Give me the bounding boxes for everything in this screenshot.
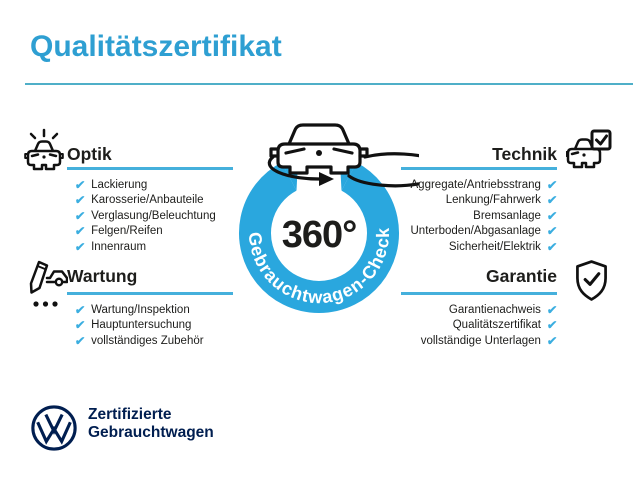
checklist-item: Garantienachweis ✔	[421, 302, 558, 318]
vw-logo	[31, 405, 77, 451]
checklist-item: Qualitätszertifikat ✔	[421, 318, 558, 334]
check-icon: ✔	[74, 177, 86, 192]
checklist-wartung: ✔ Wartung/Inspektion ✔ Hauptuntersuchung ✔ vo…	[74, 302, 204, 349]
checklist-item-label: Sicherheit/Elektrik	[448, 240, 541, 253]
checklist-item-label: Verglasung/Beleuchtung	[91, 209, 216, 222]
check-icon: ✔	[546, 239, 558, 254]
page-title: Qualitätszertifikat	[30, 30, 282, 63]
section-title-optik: Optik	[67, 144, 112, 164]
brand-line-1: Zertifizierte	[88, 406, 172, 423]
check-icon: ✔	[546, 193, 558, 208]
checklist-item-label: Unterboden/Abgasanlage	[410, 225, 541, 238]
checklist-item: ✔ Innenraum	[74, 239, 216, 255]
checklist-item-label: vollständige Unterlagen	[420, 334, 541, 347]
check-icon: ✔	[546, 224, 558, 239]
pencil-car-icon	[29, 260, 68, 307]
check-icon: ✔	[74, 208, 86, 223]
checklist-item-label: Bremsanlage	[473, 209, 541, 222]
checklist-garantie: Garantienachweis ✔ Qualitätszertifikat ✔ vol…	[420, 302, 558, 349]
check-icon: ✔	[546, 333, 558, 348]
badge-ring	[239, 162, 399, 313]
checklist-item: Bremsanlage ✔	[411, 208, 558, 224]
checklist-item-label: vollständiges Zubehör	[91, 334, 204, 347]
section-underline-garantie	[401, 292, 557, 295]
checklist-item: vollständige Unterlagen ✔	[420, 333, 558, 349]
checklist-item: ✔ Lackierung	[74, 177, 216, 193]
checklist-item: ✔ Verglasung/Beleuchtung	[74, 208, 216, 224]
check-icon: ✔	[74, 239, 86, 254]
checklist-optik: ✔ Lackierung ✔ Karosserie/Anbauteile ✔ Vergla…	[74, 177, 216, 255]
section-title-technik: Technik	[492, 144, 557, 164]
check-icon: ✔	[546, 208, 558, 223]
checklist-item: Unterboden/Abgasanlage ✔	[411, 224, 558, 240]
checklist-item-label: Karosserie/Anbauteile	[91, 194, 204, 207]
checklist-item-label: Garantienachweis	[448, 303, 541, 316]
check-icon: ✔	[546, 318, 558, 333]
360-check-badge: Gebrauchtwagen-Check 360°	[239, 123, 419, 313]
check-icon: ✔	[74, 318, 86, 333]
car-checkbox-icon	[566, 129, 612, 169]
shield-check-icon	[576, 260, 607, 301]
check-icon: ✔	[74, 333, 86, 348]
checklist-item: ✔ Wartung/Inspektion	[74, 302, 204, 318]
section-title-garantie: Garantie	[486, 266, 557, 286]
checklist-item-label: Hauptuntersuchung	[91, 319, 192, 332]
brand-line-2: Gebrauchtwagen	[88, 423, 214, 441]
check-icon: ✔	[74, 224, 86, 239]
check-icon: ✔	[74, 193, 86, 208]
checklist-technik: Aggregate/Antriebsstrang ✔ Lenkung/Fahrwer…	[411, 177, 558, 255]
checklist-item-label: Lenkung/Fahrwerk	[445, 194, 541, 207]
checklist-item: ✔ Hauptuntersuchung	[74, 318, 204, 334]
check-icon: ✔	[546, 177, 558, 192]
car-shine-icon	[24, 128, 64, 171]
checklist-item-label: Aggregate/Antriebsstrang	[410, 178, 541, 191]
section-underline-technik	[401, 167, 557, 170]
title-divider	[25, 83, 633, 85]
checklist-item-label: Felgen/Reifen	[91, 225, 163, 238]
checklist-item: Aggregate/Antriebsstrang ✔	[411, 177, 558, 193]
checklist-item-label: Wartung/Inspektion	[91, 303, 190, 316]
checklist-item: ✔ vollständiges Zubehör	[74, 333, 204, 349]
checklist-item: Lenkung/Fahrwerk ✔	[411, 193, 558, 209]
section-title-wartung: Wartung	[67, 266, 138, 286]
checklist-item: ✔ Karosserie/Anbauteile	[74, 193, 216, 209]
checklist-item-label: Qualitätszertifikat	[452, 319, 541, 332]
brand-text: Zertifizierte Gebrauchtwagen	[88, 406, 214, 442]
section-underline-wartung	[67, 292, 233, 295]
check-icon: ✔	[74, 302, 86, 317]
car-360-icon	[267, 123, 419, 188]
checklist-item: ✔ Felgen/Reifen	[74, 224, 216, 240]
checklist-item-label: Lackierung	[91, 178, 148, 191]
check-icon: ✔	[546, 302, 558, 317]
degrees-label: 360°	[282, 214, 357, 256]
section-underline-optik	[67, 167, 233, 170]
checklist-item: Sicherheit/Elektrik ✔	[411, 239, 558, 255]
checklist-item-label: Innenraum	[91, 240, 147, 253]
